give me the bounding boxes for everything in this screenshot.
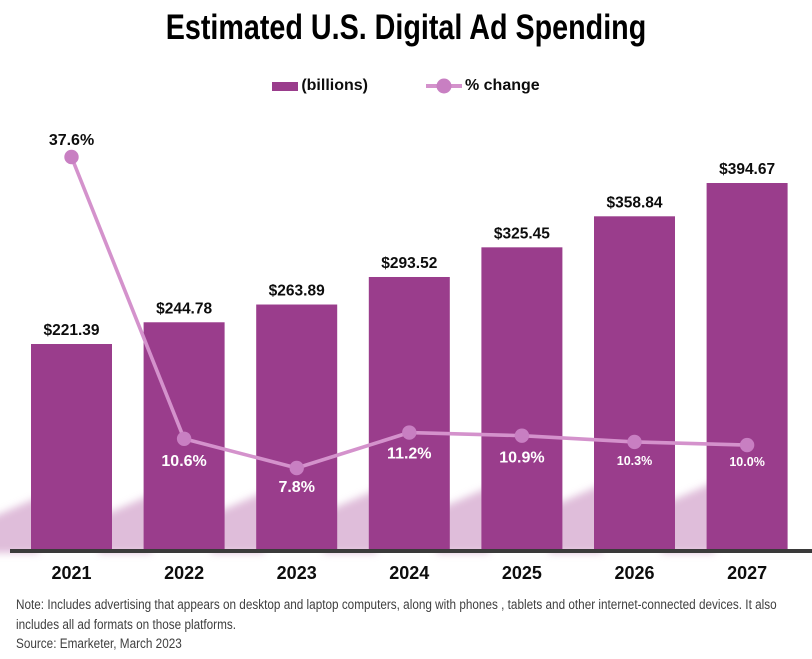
legend: (billions) % change	[0, 77, 812, 95]
chart-plot-area: $221.39 $244.78 $263.89 $293.52 $325.45 $358.…	[0, 132, 812, 583]
bar-2021	[31, 344, 112, 553]
bar-value-label-2025: $325.45	[494, 225, 550, 242]
pct-change-point-2027	[739, 437, 755, 453]
bar-value-label-2021: $221.39	[43, 322, 99, 339]
pct-change-label-2022: 10.6%	[161, 453, 206, 470]
bar-value-label-2022: $244.78	[156, 300, 212, 317]
pct-change-point-2021	[64, 149, 79, 165]
legend-label-pct-change: % change	[464, 77, 540, 94]
pct-change-label-2027: 10.0%	[729, 455, 764, 469]
pct-change-label-2025: 10.9%	[499, 450, 544, 467]
x-tick-2026: 2026	[614, 563, 654, 583]
pct-change-point-2022	[176, 431, 192, 446]
footnote: Note: Includes advertising that appears …	[16, 595, 799, 654]
bar-2026	[594, 216, 675, 553]
bar-value-label-2024: $293.52	[381, 255, 437, 272]
legend-label-billions: (billions)	[301, 77, 368, 94]
pct-change-label-2026: 10.3%	[617, 454, 652, 468]
pct-change-label-2021: 37.6%	[49, 132, 94, 149]
bar-2024	[368, 276, 450, 553]
pct-change-point-2024	[402, 425, 417, 440]
bar-2025	[481, 247, 563, 553]
chart-title: Estimated U.S. Digital Ad Spending	[165, 8, 647, 47]
pct-change-label-2023: 7.8%	[278, 479, 314, 496]
note-text: Note: Includes advertising that appears …	[16, 597, 777, 632]
bar-2023	[256, 304, 338, 553]
x-tick-2022: 2022	[164, 563, 204, 583]
legend-item-pct-change: % change	[425, 77, 540, 95]
pct-change-label-2024: 11.2%	[387, 446, 431, 463]
x-tick-2024: 2024	[389, 563, 429, 583]
line-series-swatch-icon	[425, 78, 462, 94]
bar-value-label-2026: $358.84	[606, 194, 662, 211]
legend-item-billions: (billions)	[272, 77, 368, 95]
pct-change-point-2023	[289, 460, 304, 476]
x-tick-2025: 2025	[502, 563, 542, 583]
pct-change-point-2025	[514, 428, 530, 443]
bar-shadow-2021	[0, 497, 39, 553]
x-tick-2023: 2023	[277, 563, 317, 583]
x-tick-2021: 2021	[51, 563, 91, 583]
pct-change-point-2026	[627, 434, 642, 450]
x-axis-line	[10, 549, 812, 553]
bar-series-swatch-icon	[272, 81, 299, 91]
x-tick-2027: 2027	[727, 563, 767, 583]
bar-value-label-2023: $263.89	[269, 283, 325, 300]
bar-value-label-2027: $394.67	[719, 161, 775, 178]
bar-2027	[706, 183, 788, 554]
line-marker-icon	[436, 78, 452, 94]
source-text: Source: Emarketer, March 2023	[16, 636, 182, 652]
